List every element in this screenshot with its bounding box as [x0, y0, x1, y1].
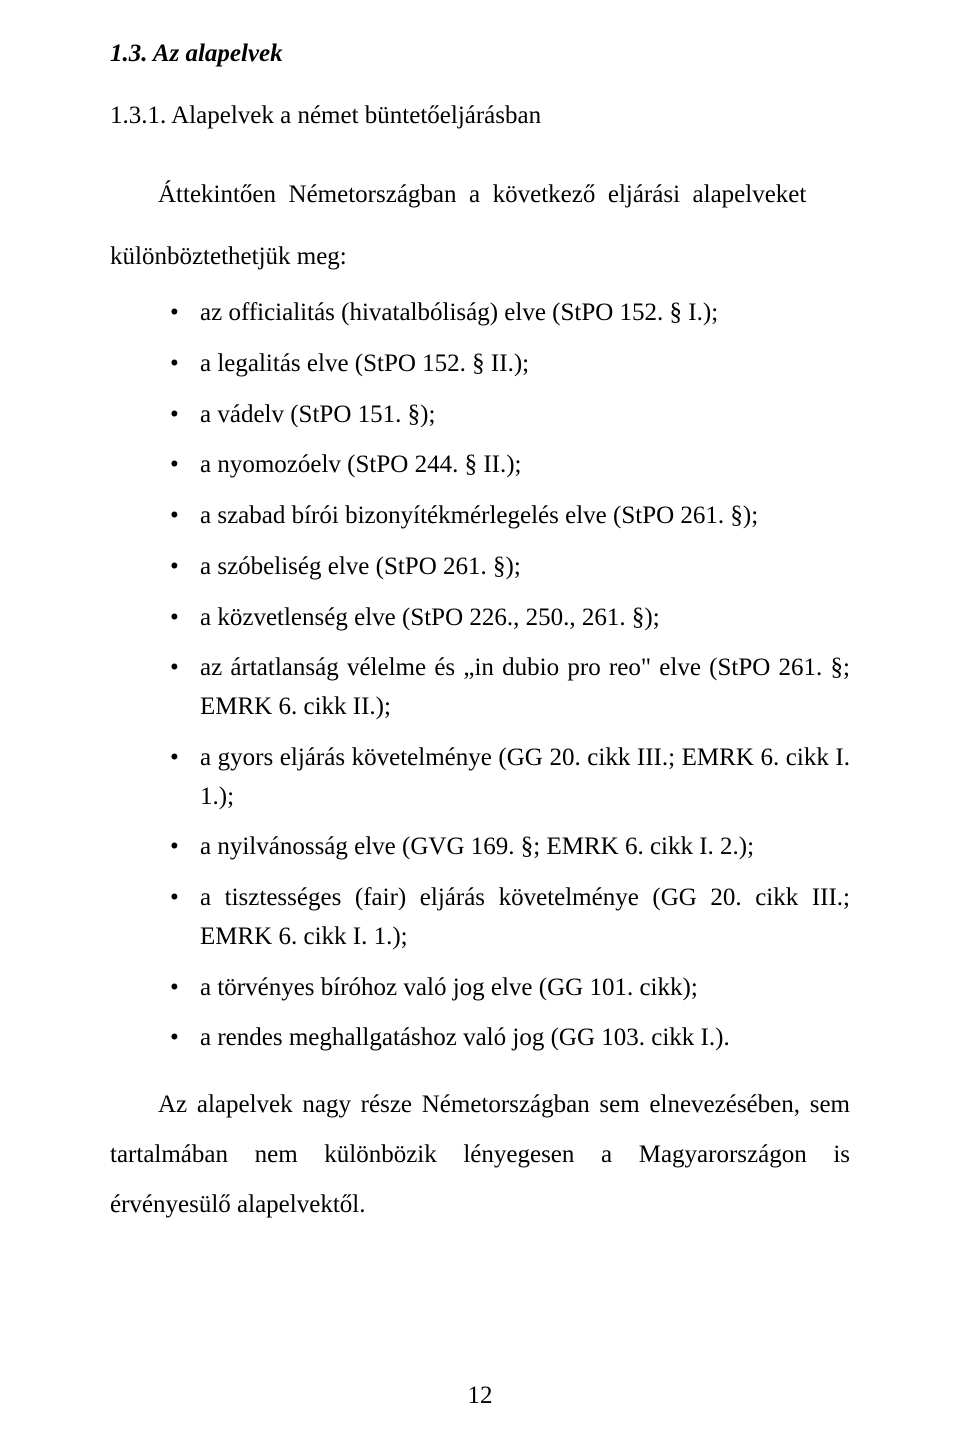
list-item: a szóbeliség elve (StPO 261. §); — [170, 548, 850, 587]
bullet-list: az officialitás (hivatalbóliság) elve (S… — [110, 294, 850, 1058]
intro-line-1: Áttekintően Németországban a következő e… — [110, 170, 850, 220]
list-item: az ártatlanság vélelme és „in dubio pro … — [170, 649, 850, 727]
heading-1-3: 1.3. Az alapelvek — [110, 40, 850, 68]
list-item: az officialitás (hivatalbóliság) elve (S… — [170, 294, 850, 333]
list-item: a nyomozóelv (StPO 244. § II.); — [170, 446, 850, 485]
list-item: a gyors eljárás követelménye (GG 20. cik… — [170, 739, 850, 817]
list-item: a legalitás elve (StPO 152. § II.); — [170, 345, 850, 384]
closing-paragraph: Az alapelvek nagy része Németországban s… — [110, 1080, 850, 1230]
heading-1-3-1: 1.3.1. Alapelvek a német büntetőeljárásb… — [110, 102, 850, 130]
intro-line-2: különböztethetjük meg: — [110, 232, 850, 282]
list-item: a nyilvánosság elve (GVG 169. §; EMRK 6.… — [170, 828, 850, 867]
list-item: a vádelv (StPO 151. §); — [170, 396, 850, 435]
page-number: 12 — [0, 1382, 960, 1410]
list-item: a rendes meghallgatáshoz való jog (GG 10… — [170, 1019, 850, 1058]
list-item: a tisztességes (fair) eljárás követelmén… — [170, 879, 850, 957]
list-item: a közvetlenség elve (StPO 226., 250., 26… — [170, 599, 850, 638]
list-item: a törvényes bíróhoz való jog elve (GG 10… — [170, 969, 850, 1008]
page: 1.3. Az alapelvek 1.3.1. Alapelvek a ném… — [0, 0, 960, 1434]
list-item: a szabad bírói bizonyítékmérlegelés elve… — [170, 497, 850, 536]
